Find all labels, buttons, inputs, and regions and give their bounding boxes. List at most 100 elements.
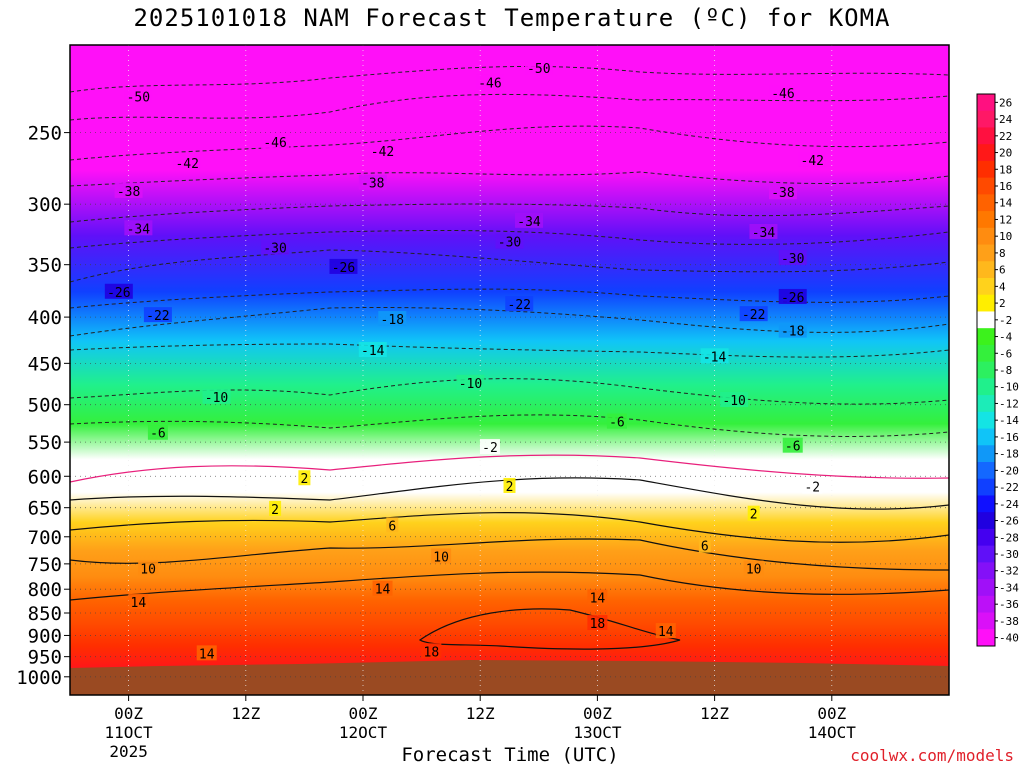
contour-label-bg — [143, 307, 172, 323]
x-tick-label: 12Z — [466, 704, 495, 723]
colorbar-cell — [977, 462, 995, 480]
contour-label-bg — [173, 154, 202, 170]
y-tick-label: 700 — [28, 527, 62, 549]
contour-label: -38 — [361, 177, 384, 192]
contour-line-minus-14 — [70, 343, 949, 358]
colorbar-label: 4 — [999, 280, 1006, 293]
colorbar-cell — [977, 528, 995, 547]
colorbar-cell — [977, 512, 995, 530]
colorbar-label: -22 — [999, 481, 1019, 494]
contour-label: 14 — [658, 625, 674, 640]
colorbar-label: -16 — [999, 431, 1019, 444]
contour-labels: -50-50-46-46-46-42-42-42-38-38-38-34 -34-… — [104, 59, 827, 662]
contour-label: -50 — [527, 62, 550, 77]
y-tick-label: 250 — [28, 123, 62, 145]
contour-label: -10 — [722, 394, 745, 409]
contour-label: -26 — [107, 286, 130, 301]
y-tick-label: 350 — [28, 255, 62, 277]
y-tick-label: 600 — [28, 466, 62, 488]
contour-line-minus-10 — [70, 378, 949, 405]
contour-line-minus-50 — [70, 65, 949, 93]
x-tick-label: 12OCT — [339, 723, 388, 742]
colorbar-cell — [977, 344, 995, 363]
contour-label-bg — [587, 589, 608, 605]
colorbar-cell — [977, 94, 995, 112]
colorbar-cell — [977, 244, 995, 262]
colorbar-cell — [977, 127, 995, 145]
contour-label: -10 — [205, 391, 228, 406]
y-tick-label: 800 — [28, 579, 62, 601]
colorbar-label: 2 — [999, 297, 1006, 310]
x-tick-label: 12Z — [700, 704, 729, 723]
contour-label-bg — [138, 560, 159, 576]
colorbar-label: -26 — [999, 515, 1019, 528]
colorbar-cell — [977, 160, 995, 179]
contour-label: -22 — [742, 308, 765, 323]
colorbar-label: 6 — [999, 264, 1006, 277]
contour-label-bg — [124, 220, 153, 236]
contour-label-bg — [358, 174, 387, 190]
y-tick-label: 950 — [28, 647, 62, 669]
contour-label-bg — [431, 548, 452, 564]
chart-title: 2025101018 NAM Forecast Temperature (ºC)… — [133, 4, 891, 32]
ground-layer — [70, 660, 949, 695]
contour-label: 2 — [750, 508, 758, 523]
contour-line-14 — [70, 571, 949, 601]
colorbar-label: 24 — [999, 113, 1013, 126]
y-axis: 2503003504004505005506006507007508008509… — [16, 123, 70, 689]
contour-label: -26 — [781, 291, 804, 306]
contour-label-bg — [386, 517, 399, 533]
contour-label-bg — [269, 500, 282, 516]
contour-label-bg — [782, 437, 803, 453]
contour-label-bg — [700, 348, 729, 364]
colorbar-label: 16 — [999, 180, 1012, 193]
contour-label: 2 — [506, 480, 514, 495]
y-tick-label: 300 — [28, 194, 62, 216]
contour-label: -6 — [150, 427, 166, 442]
contour-line-18 — [418, 608, 681, 650]
colorbar-label: -38 — [999, 615, 1019, 628]
colorbar-cell — [977, 395, 995, 413]
contour-label: 14 — [131, 596, 147, 611]
contour-label: -6 — [785, 440, 801, 455]
credit-link[interactable]: coolwx.com/models — [850, 746, 1014, 765]
colorbar-cell — [977, 361, 995, 379]
contour-label: -22 — [508, 298, 531, 313]
y-tick-label: 750 — [28, 554, 62, 576]
contour-label-bg — [768, 84, 797, 100]
contour-label: -2 — [804, 481, 820, 496]
contour-label: -46 — [478, 76, 501, 91]
contour-label: 14 — [590, 591, 606, 606]
x-tick-label: 00Z — [817, 704, 846, 723]
contour-label-bg — [261, 133, 290, 149]
contour-label-bg — [743, 560, 764, 576]
x-tick-label: 12Z — [231, 704, 260, 723]
contour-label: 10 — [433, 550, 449, 565]
contour-label: -30 — [781, 252, 804, 267]
contour-label: -46 — [771, 87, 794, 102]
colorbar-cell — [977, 144, 995, 162]
contour-line-2 — [70, 477, 949, 510]
colorbar-label: -34 — [999, 581, 1019, 594]
contour-label: -46 — [263, 136, 286, 151]
contour-label-bg — [298, 470, 311, 486]
contour-label: 10 — [140, 563, 156, 578]
contour-label: -38 — [117, 185, 140, 200]
contour-label: -34 — [127, 222, 151, 237]
colorbar-label: 10 — [999, 230, 1012, 243]
colorbar-cell — [977, 595, 995, 614]
contour-line-minus-6 — [70, 414, 949, 437]
colorbar-label: 22 — [999, 130, 1012, 143]
contour-label-bg — [368, 143, 397, 159]
contour-line-minus-26 — [70, 249, 949, 283]
contour-label-bg — [768, 184, 797, 200]
contour-label: 2 — [271, 503, 279, 518]
contour-label-bg — [114, 182, 143, 198]
colorbar-cell — [977, 378, 995, 396]
contour-label-bg — [606, 413, 627, 429]
colorbar-cell — [977, 545, 995, 563]
contour-label: 18 — [424, 645, 440, 660]
contour-label-bg — [698, 537, 711, 553]
